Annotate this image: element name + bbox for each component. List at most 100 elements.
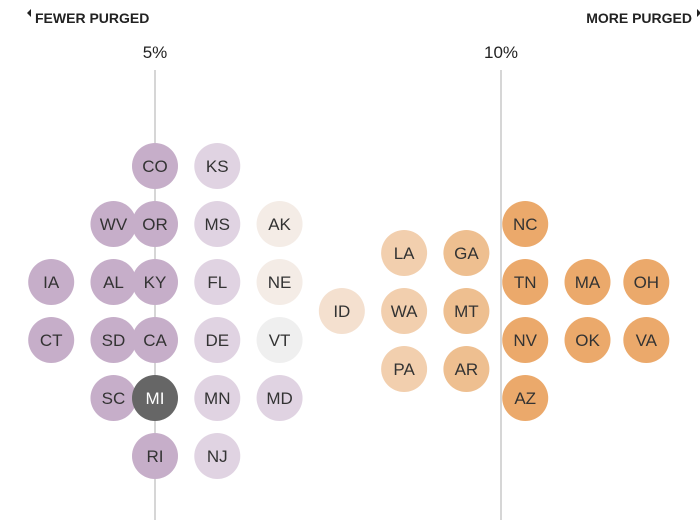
state-point-ky[interactable]: KY bbox=[132, 259, 178, 305]
state-point-wv[interactable]: WV bbox=[90, 201, 137, 247]
state-label-vt: VT bbox=[269, 331, 291, 350]
state-point-va[interactable]: VA bbox=[623, 317, 670, 363]
state-point-ct[interactable]: CT bbox=[28, 317, 75, 363]
state-point-ma[interactable]: MA bbox=[564, 259, 611, 305]
state-point-nc[interactable]: NC bbox=[502, 201, 549, 247]
state-circle-ks bbox=[194, 143, 241, 189]
state-label-oh: OH bbox=[634, 273, 660, 292]
arrow-left-icon bbox=[27, 9, 31, 17]
state-point-vt[interactable]: VT bbox=[256, 317, 303, 363]
state-label-ky: KY bbox=[144, 273, 167, 292]
state-label-ri: RI bbox=[147, 447, 164, 466]
state-circle-mn bbox=[194, 375, 241, 421]
state-circle-ak bbox=[256, 201, 303, 247]
state-point-ia[interactable]: IA bbox=[28, 259, 75, 305]
state-point-tn[interactable]: TN bbox=[502, 259, 549, 305]
state-point-sc[interactable]: SC bbox=[90, 375, 137, 421]
state-circle-sc bbox=[90, 375, 137, 421]
state-point-de[interactable]: DE bbox=[194, 317, 241, 363]
state-circle-co bbox=[132, 143, 178, 189]
state-point-ok[interactable]: OK bbox=[564, 317, 611, 363]
state-label-md: MD bbox=[266, 389, 292, 408]
state-point-sd[interactable]: SD bbox=[90, 317, 137, 363]
tick-label-10: 10% bbox=[484, 43, 518, 62]
state-label-la: LA bbox=[394, 244, 415, 263]
state-circle-fl bbox=[194, 259, 241, 305]
state-circle-ne bbox=[256, 259, 303, 305]
state-point-oh[interactable]: OH bbox=[623, 259, 670, 305]
state-circle-ca bbox=[132, 317, 178, 363]
state-point-ak[interactable]: AK bbox=[256, 201, 303, 247]
state-label-nj: NJ bbox=[207, 447, 228, 466]
state-point-co[interactable]: CO bbox=[132, 143, 178, 189]
state-point-la[interactable]: LA bbox=[381, 230, 428, 276]
state-label-tn: TN bbox=[514, 273, 537, 292]
state-circle-nc bbox=[502, 201, 549, 247]
state-circle-ia bbox=[28, 259, 75, 305]
state-circle-tn bbox=[502, 259, 549, 305]
state-point-ri[interactable]: RI bbox=[132, 433, 178, 479]
state-circle-md bbox=[256, 375, 303, 421]
state-point-wa[interactable]: WA bbox=[381, 288, 428, 334]
state-label-pa: PA bbox=[393, 360, 415, 379]
state-point-al[interactable]: AL bbox=[90, 259, 137, 305]
state-circle-ct bbox=[28, 317, 75, 363]
state-label-id: ID bbox=[333, 302, 350, 321]
state-label-ne: NE bbox=[268, 273, 292, 292]
state-circle-mt bbox=[443, 288, 490, 334]
state-label-va: VA bbox=[636, 331, 658, 350]
state-point-md[interactable]: MD bbox=[256, 375, 303, 421]
state-label-ma: MA bbox=[575, 273, 601, 292]
state-point-ms[interactable]: MS bbox=[194, 201, 241, 247]
state-circle-vt bbox=[256, 317, 303, 363]
state-label-ks: KS bbox=[206, 157, 229, 176]
state-label-mt: MT bbox=[454, 302, 479, 321]
state-point-id[interactable]: ID bbox=[318, 288, 365, 334]
state-circle-mi bbox=[132, 375, 178, 421]
state-label-sc: SC bbox=[102, 389, 126, 408]
state-point-nv[interactable]: NV bbox=[502, 317, 549, 363]
state-circle-al bbox=[90, 259, 137, 305]
state-label-az: AZ bbox=[514, 389, 536, 408]
state-point-mi[interactable]: MI bbox=[132, 375, 178, 421]
state-label-sd: SD bbox=[102, 331, 126, 350]
state-circle-sd bbox=[90, 317, 137, 363]
state-label-ok: OK bbox=[575, 331, 600, 350]
state-point-or[interactable]: OR bbox=[132, 201, 178, 247]
state-point-mt[interactable]: MT bbox=[443, 288, 490, 334]
state-point-ca[interactable]: CA bbox=[132, 317, 178, 363]
state-circle-id bbox=[318, 288, 365, 334]
state-point-nj[interactable]: NJ bbox=[194, 433, 241, 479]
state-label-ia: IA bbox=[43, 273, 60, 292]
state-label-wv: WV bbox=[100, 215, 128, 234]
state-circle-nv bbox=[502, 317, 549, 363]
more-purged-label: MORE PURGED bbox=[586, 10, 692, 26]
state-label-ms: MS bbox=[205, 215, 231, 234]
state-point-az[interactable]: AZ bbox=[502, 375, 549, 421]
state-circle-ms bbox=[194, 201, 241, 247]
fewer-purged-label: FEWER PURGED bbox=[35, 10, 149, 26]
state-point-ga[interactable]: GA bbox=[443, 230, 490, 276]
state-circle-ar bbox=[443, 346, 490, 392]
state-label-ct: CT bbox=[40, 331, 63, 350]
state-label-ak: AK bbox=[268, 215, 291, 234]
state-point-pa[interactable]: PA bbox=[381, 346, 428, 392]
state-label-mn: MN bbox=[204, 389, 230, 408]
state-circle-pa bbox=[381, 346, 428, 392]
state-circle-nj bbox=[194, 433, 241, 479]
state-label-al: AL bbox=[103, 273, 124, 292]
state-point-ne[interactable]: NE bbox=[256, 259, 303, 305]
state-label-nv: NV bbox=[513, 331, 537, 350]
state-circle-wa bbox=[381, 288, 428, 334]
state-point-mn[interactable]: MN bbox=[194, 375, 241, 421]
state-circle-ma bbox=[564, 259, 611, 305]
state-circle-ky bbox=[132, 259, 178, 305]
state-point-ks[interactable]: KS bbox=[194, 143, 241, 189]
state-point-fl[interactable]: FL bbox=[194, 259, 241, 305]
state-point-ar[interactable]: AR bbox=[443, 346, 490, 392]
tick-label-5: 5% bbox=[143, 43, 168, 62]
state-label-or: OR bbox=[142, 215, 168, 234]
arrow-right-icon bbox=[697, 9, 700, 17]
state-label-ar: AR bbox=[455, 360, 479, 379]
